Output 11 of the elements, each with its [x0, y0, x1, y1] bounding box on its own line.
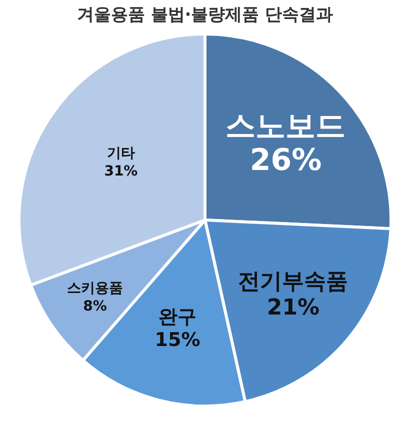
slice-label: 기타 — [106, 146, 135, 162]
slice-label: 스키용품 — [66, 280, 123, 296]
slice-label: 완구 — [158, 306, 197, 328]
data-label: 8% — [83, 298, 107, 314]
data-label: 21% — [266, 295, 320, 320]
data-label: 31% — [104, 164, 138, 180]
slice-label: 전기부속품 — [238, 269, 348, 294]
data-label: 15% — [154, 329, 200, 352]
slice-label: 스노보드 — [226, 108, 346, 144]
chart-title: 겨울용품 불법·불량제품 단속결과 — [76, 5, 334, 25]
data-label: 26% — [250, 142, 322, 178]
